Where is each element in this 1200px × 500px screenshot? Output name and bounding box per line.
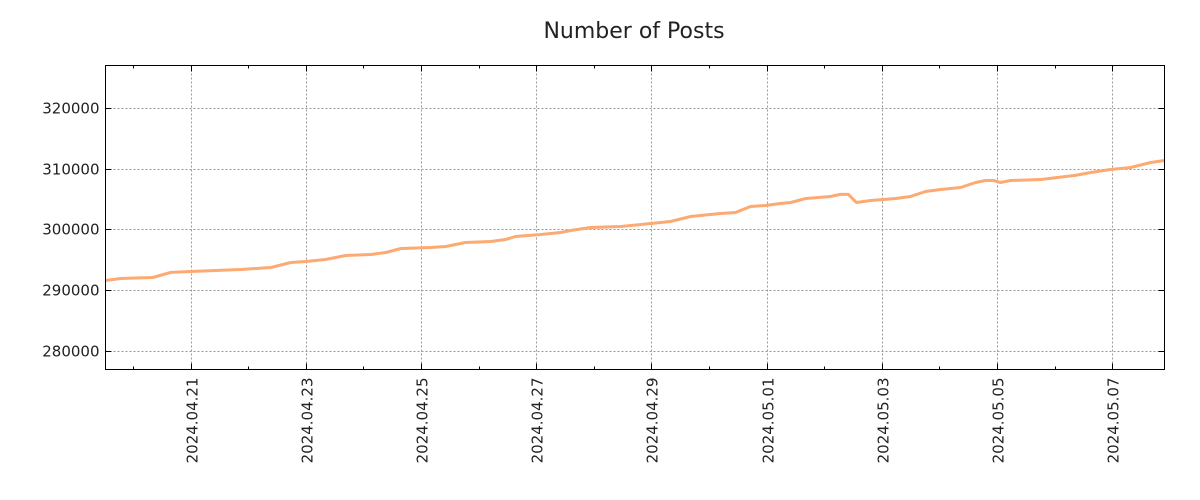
x-tick-label: 2024.04.23	[299, 378, 317, 464]
y-tick-label: 300000	[42, 221, 99, 239]
x-tick-label: 2024.05.05	[990, 378, 1008, 464]
x-tick-label: 2024.04.29	[644, 378, 662, 464]
series-line-number-of-posts	[105, 159, 1165, 282]
y-tick-label: 310000	[42, 161, 99, 179]
y-tick-label: 290000	[42, 282, 99, 300]
x-tick-label: 2024.05.01	[760, 378, 778, 464]
x-tick-label: 2024.04.21	[184, 378, 202, 464]
chart-title: Number of Posts	[543, 19, 724, 44]
plot-frame	[105, 65, 1165, 370]
y-tick-label: 320000	[42, 100, 99, 118]
y-tick-label: 280000	[42, 343, 99, 361]
x-tick-label: 2024.04.25	[414, 378, 432, 464]
x-tick-label: 2024.05.07	[1105, 378, 1123, 464]
x-tick-label: 2024.04.27	[529, 378, 547, 464]
x-tick-label: 2024.05.03	[875, 378, 893, 464]
